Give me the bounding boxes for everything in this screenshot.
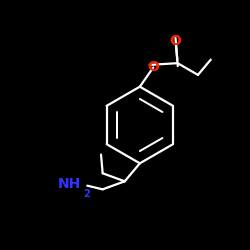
Text: NH: NH bbox=[57, 178, 80, 192]
Text: O: O bbox=[170, 34, 181, 48]
Text: 2: 2 bbox=[83, 189, 90, 199]
Text: O: O bbox=[147, 60, 159, 74]
